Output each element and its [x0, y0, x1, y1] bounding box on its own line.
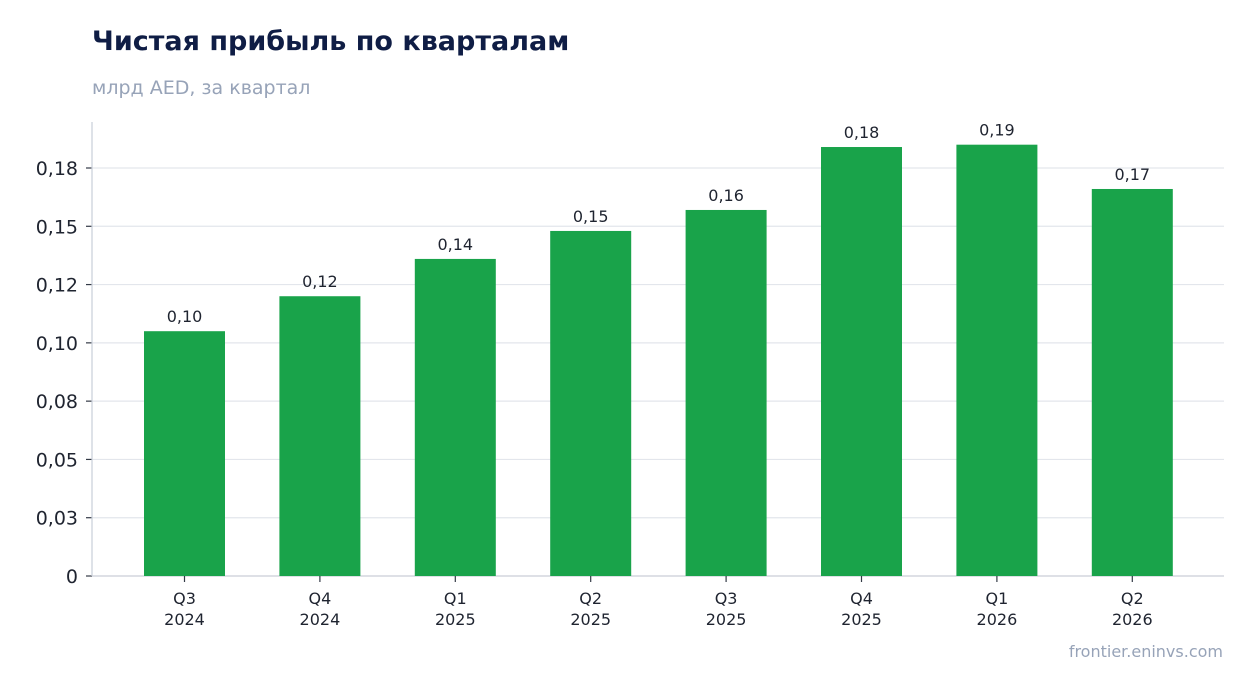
x-tick-label-year: 2025	[841, 610, 882, 629]
x-tick-label-year: 2024	[164, 610, 205, 629]
bar-value-label: 0,17	[1114, 165, 1150, 184]
bar-value-label: 0,18	[844, 123, 880, 142]
x-tick-label: Q4	[309, 589, 332, 608]
x-tick-label: Q1	[444, 589, 467, 608]
x-tick-label: Q3	[173, 589, 196, 608]
bar	[956, 144, 1038, 576]
y-tick-label: 0,10	[36, 333, 78, 355]
bar-value-label: 0,15	[573, 207, 609, 226]
x-tick-label-year: 2025	[706, 610, 747, 629]
bar	[821, 147, 902, 576]
x-tick-label: Q2	[1121, 589, 1144, 608]
y-tick-label: 0	[66, 566, 78, 588]
bar-value-label: 0,19	[979, 121, 1015, 140]
bar	[144, 331, 225, 576]
x-tick-label-year: 2026	[1112, 610, 1153, 629]
x-tick-label-year: 2024	[300, 610, 341, 629]
y-tick-label: 0,08	[36, 391, 78, 413]
gridlines	[92, 167, 1224, 519]
source-credit: frontier.eninvs.com	[1068, 642, 1223, 661]
chart-title: Чистая прибыль по кварталам	[92, 26, 570, 57]
bar	[279, 296, 361, 576]
bar	[414, 258, 496, 576]
bars	[144, 144, 1173, 577]
labels: 0 0,03 0,05 0,08 0,10 0,12 0,15 0,18 0,10 Q3 2024 0…	[36, 121, 1153, 629]
bar-value-label: 0,14	[437, 235, 473, 254]
x-tick-label: Q4	[850, 589, 873, 608]
bar-value-label: 0,12	[302, 272, 338, 291]
y-tick-label: 0,12	[36, 275, 78, 297]
chart-subtitle: млрд AED, за квартал	[92, 77, 311, 99]
bar-value-label: 0,16	[708, 186, 744, 205]
x-tick-label-year: 2025	[570, 610, 611, 629]
x-tick-label: Q1	[986, 589, 1009, 608]
x-tick-label: Q3	[715, 589, 738, 608]
bar-value-label: 0,10	[167, 307, 203, 326]
x-tick-label-year: 2025	[435, 610, 476, 629]
bar	[685, 209, 767, 577]
axes	[86, 122, 1224, 582]
y-tick-label: 0,05	[36, 449, 78, 471]
y-tick-label: 0,18	[36, 158, 78, 180]
y-tick-label: 0,15	[36, 216, 78, 238]
x-tick-label: Q2	[579, 589, 602, 608]
y-tick-label: 0,03	[36, 508, 78, 530]
bar	[1091, 188, 1173, 577]
x-tick-label-year: 2026	[977, 610, 1018, 629]
bar	[550, 230, 632, 576]
